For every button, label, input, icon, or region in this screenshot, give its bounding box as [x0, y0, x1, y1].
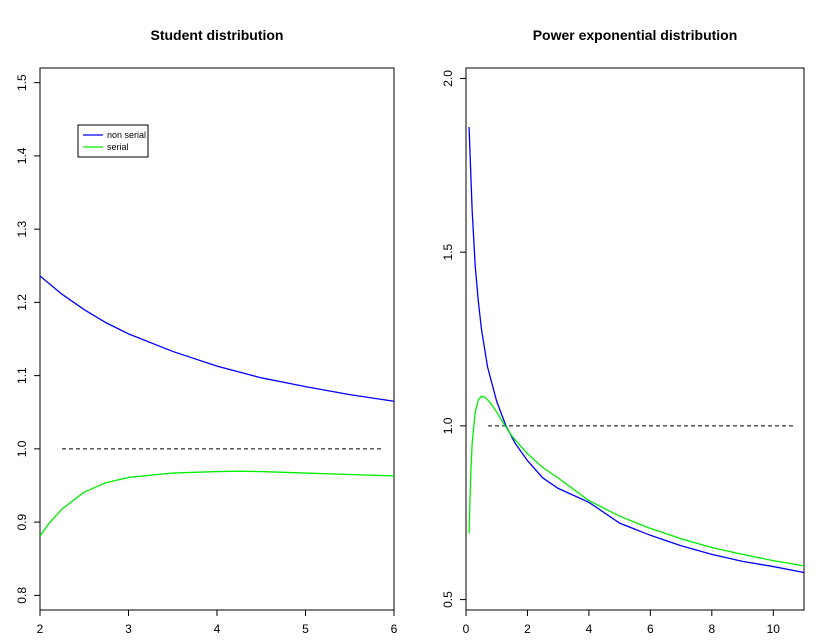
series-line-non-serial: [468, 127, 805, 574]
y-tick-label: 1.3: [15, 220, 29, 237]
chart-panel-2: Power exponential distribution 0 2 4 6 8 10 0.5…: [441, 27, 805, 636]
y-tick-label: 1.2: [15, 294, 29, 311]
y-tick-label: 2.0: [441, 70, 455, 87]
legend-box: [77, 124, 149, 158]
series-line-serial: [468, 395, 805, 567]
series-line-non-serial: [39, 275, 395, 402]
x-tick-label: 6: [647, 622, 654, 636]
y-tick-label: 1.5: [441, 243, 455, 260]
chart-panel-1: Student distribution 2 3 4 5 6 0.8 0.9 1.0 1.1 1.2…: [15, 27, 398, 636]
x-tick-label: 8: [708, 622, 715, 636]
y-tick-label: 1.5: [15, 74, 29, 91]
y-tick-label: 0.5: [441, 591, 455, 608]
x-tick-label: 2: [37, 622, 44, 636]
y-tick-label: 0.8: [15, 587, 29, 604]
chart-title: Student distribution: [151, 27, 284, 43]
legend-label: non serial: [107, 130, 146, 140]
y-tick-label: 1.0: [441, 417, 455, 434]
x-tick-label: 2: [524, 622, 531, 636]
x-tick-label: 4: [214, 622, 221, 636]
series-line-serial: [39, 470, 395, 537]
legend-label: serial: [107, 142, 129, 152]
chart-title: Power exponential distribution: [533, 27, 738, 43]
x-tick-label: 4: [586, 622, 593, 636]
x-tick-label: 5: [302, 622, 309, 636]
legend: non serial serial: [77, 124, 149, 158]
x-tick-label: 3: [125, 622, 132, 636]
y-tick-label: 0.9: [15, 513, 29, 530]
plot-frame: [465, 67, 805, 611]
x-tick-label: 10: [767, 622, 781, 636]
x-tick-label: 0: [463, 622, 470, 636]
y-tick-label: 1.4: [15, 147, 29, 164]
x-tick-label: 6: [391, 622, 398, 636]
y-tick-label: 1.0: [15, 440, 29, 457]
y-tick-label: 1.1: [15, 367, 29, 384]
